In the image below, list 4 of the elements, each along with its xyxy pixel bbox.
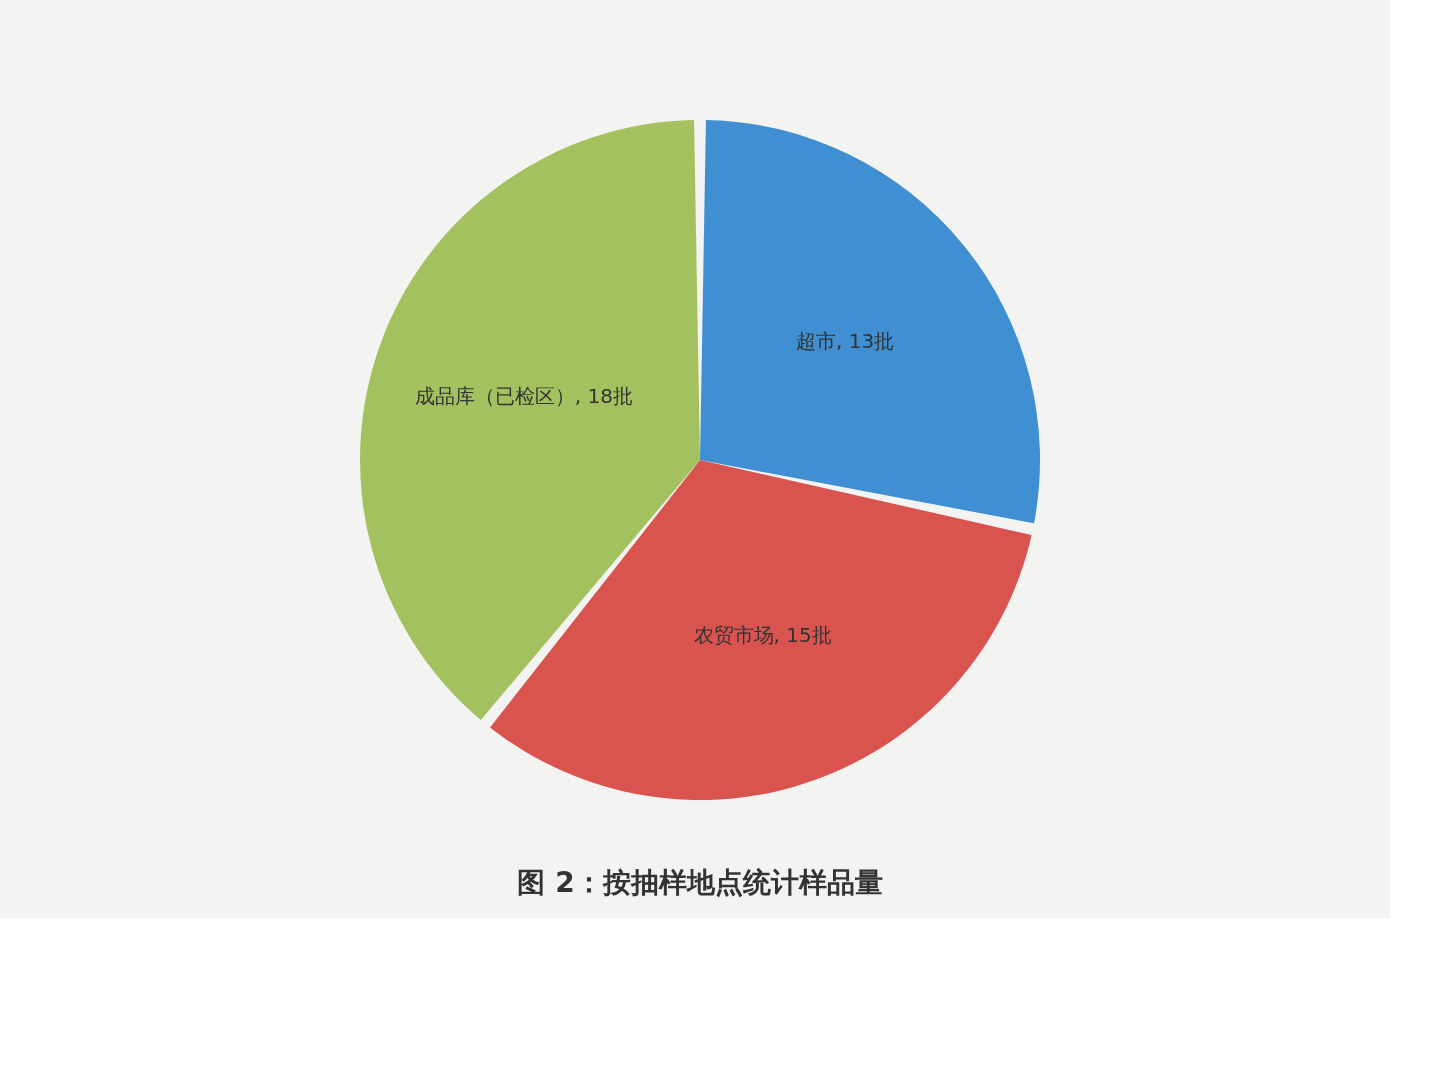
slice-label: 成品库（已检区）, 18批 bbox=[414, 384, 633, 409]
text: 图 2：按抽样地点统计样品量 bbox=[517, 866, 883, 899]
slice-label: 超市, 13批 bbox=[795, 328, 895, 353]
slice-label: 农贸市场, 15批 bbox=[693, 623, 832, 648]
